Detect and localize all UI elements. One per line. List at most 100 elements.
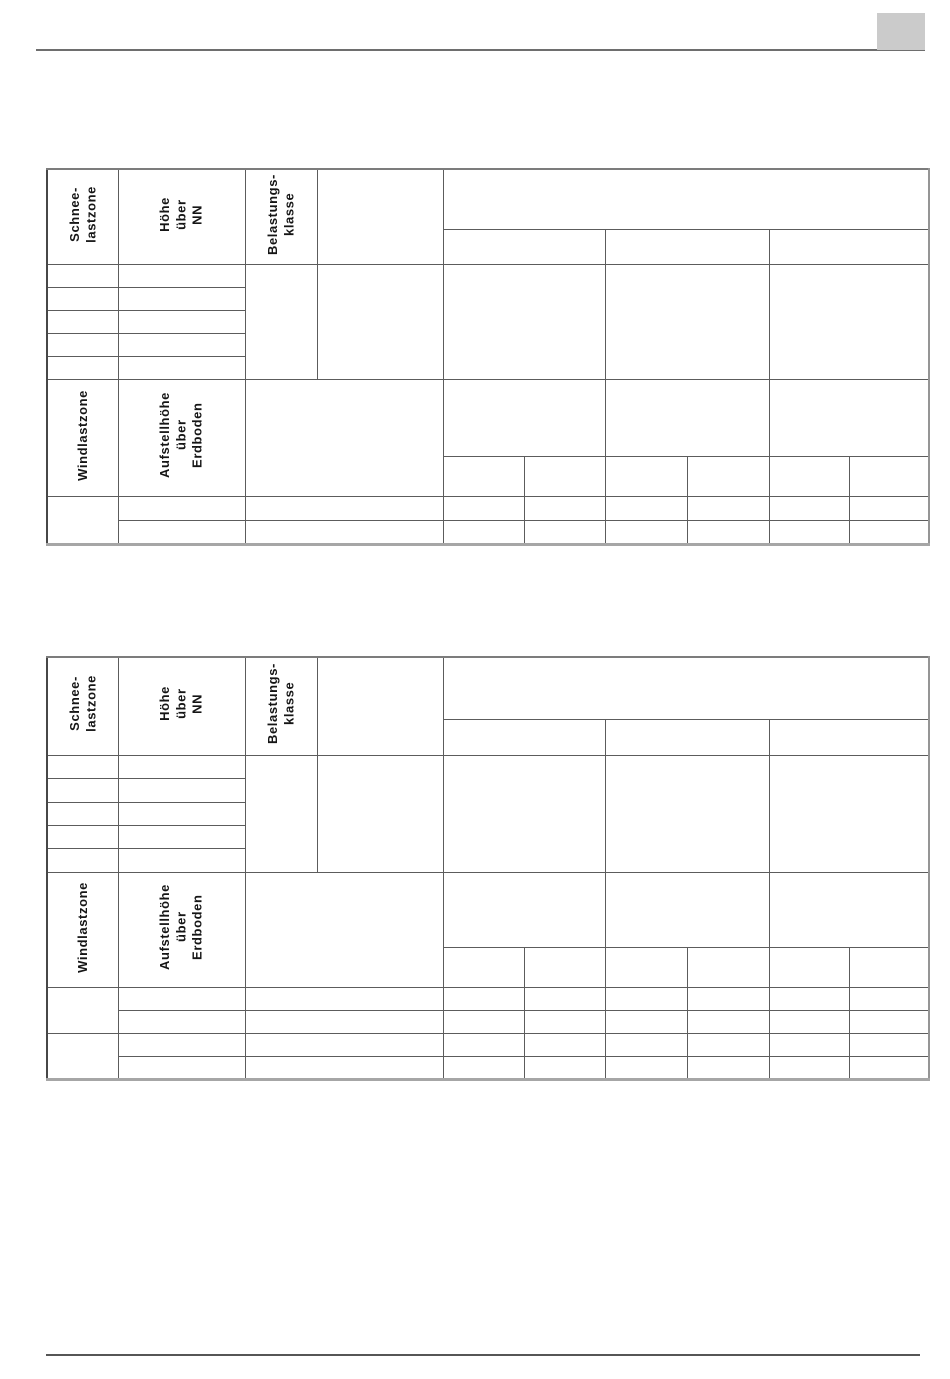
empty-cell <box>768 519 850 545</box>
empty-cell <box>848 1032 930 1057</box>
empty-cell <box>604 495 688 521</box>
table-row <box>47 946 930 988</box>
empty-cell <box>848 519 930 545</box>
empty-cell <box>244 519 444 545</box>
empty-cell <box>117 986 246 1011</box>
table-row <box>46 355 929 380</box>
wind-load-zone-label: Windlastzone <box>74 881 90 973</box>
empty-cell <box>768 986 850 1011</box>
empty-cell <box>117 754 246 779</box>
empty-cell <box>117 847 246 873</box>
empty-cell <box>46 847 119 873</box>
empty-cell <box>244 495 444 521</box>
empty-cell <box>117 263 246 288</box>
empty-cell <box>244 1032 444 1057</box>
empty-cell <box>244 871 444 988</box>
table-row <box>47 1009 930 1034</box>
table-row <box>46 824 929 849</box>
table-row: Schnee- lastzone Höhe über NN Belastungs… <box>46 656 930 756</box>
empty-cell <box>768 263 930 380</box>
empty-cell <box>768 1009 850 1034</box>
table-row <box>46 1032 930 1080</box>
table-row <box>46 309 929 334</box>
empty-cell <box>686 1009 770 1034</box>
empty-cell <box>117 495 246 521</box>
load-table-1: Schnee- lastzone Höhe über NN Belastungs… <box>46 168 930 546</box>
empty-cell <box>604 946 688 988</box>
empty-cell <box>604 263 770 380</box>
empty-cell <box>442 986 525 1011</box>
empty-cell <box>768 228 930 265</box>
empty-cell <box>117 1032 246 1057</box>
empty-cell <box>46 801 119 826</box>
empty-cell <box>768 754 930 873</box>
empty-cell <box>848 1055 930 1080</box>
empty-cell <box>442 1055 525 1080</box>
empty-cell <box>848 986 930 1011</box>
empty-cell <box>442 656 930 720</box>
empty-cell <box>117 801 246 826</box>
empty-cell <box>768 455 850 497</box>
table-row: Windlastzone Aufstellhöhe über Erdboden <box>46 378 930 497</box>
empty-cell <box>442 378 606 457</box>
table-row <box>46 495 930 545</box>
empty-cell <box>442 455 525 497</box>
empty-cell <box>117 332 246 357</box>
empty-cell <box>442 871 606 948</box>
empty-cell <box>768 378 930 457</box>
empty-cell <box>442 1032 525 1057</box>
load-class-label: Belastungs- klasse <box>264 663 296 745</box>
empty-cell <box>604 519 688 545</box>
chapter-marker-box <box>877 13 925 50</box>
empty-cell <box>523 1032 606 1057</box>
empty-cell <box>768 495 850 521</box>
empty-cell <box>686 455 770 497</box>
empty-cell <box>117 309 246 334</box>
empty-cell <box>686 986 770 1011</box>
empty-cell <box>604 1032 688 1057</box>
empty-cell <box>442 168 930 230</box>
table-row <box>47 519 930 545</box>
empty-cell <box>442 263 606 380</box>
table-row <box>46 263 930 380</box>
empty-cell <box>768 1032 850 1057</box>
empty-cell <box>768 946 850 988</box>
empty-cell <box>46 495 119 545</box>
load-table-2: Schnee- lastzone Höhe über NN Belastungs… <box>46 656 930 1081</box>
empty-cell <box>46 1032 119 1080</box>
height-above-sea-label: Höhe über NN <box>157 686 205 722</box>
empty-cell <box>46 986 119 1034</box>
empty-cell <box>686 1055 770 1080</box>
empty-cell <box>604 1055 688 1080</box>
empty-cell <box>768 1055 850 1080</box>
header-rule <box>36 49 925 51</box>
empty-cell <box>523 946 606 988</box>
table-row <box>47 1055 930 1080</box>
table-row: Windlastzone Aufstellhöhe über Erdboden <box>46 871 930 988</box>
empty-cell <box>442 519 525 545</box>
table-row: Schnee- lastzone Höhe über NN Belastungs… <box>46 168 930 265</box>
empty-cell <box>604 455 688 497</box>
empty-cell <box>442 946 525 988</box>
empty-cell <box>117 1055 246 1080</box>
empty-cell <box>244 986 444 1011</box>
header-cell-snow-load-zone: Schnee- lastzone <box>46 168 119 265</box>
empty-cell <box>46 754 119 779</box>
empty-cell <box>46 824 119 849</box>
header-cell-load-class: Belastungs- klasse <box>244 168 318 265</box>
empty-cell <box>848 1009 930 1034</box>
snow-load-zone-label: Schnee- lastzone <box>66 675 98 733</box>
empty-cell <box>442 1009 525 1034</box>
empty-cell <box>316 754 444 873</box>
snow-load-zone-label: Schnee- lastzone <box>66 185 98 243</box>
empty-cell <box>686 946 770 988</box>
empty-cell <box>604 718 770 756</box>
empty-cell <box>604 986 688 1011</box>
empty-cell <box>244 754 318 873</box>
height-above-sea-label: Höhe über NN <box>157 196 205 232</box>
header-cell-height-above-sea: Höhe über NN <box>117 656 246 756</box>
empty-cell <box>46 777 119 803</box>
empty-cell <box>117 355 246 380</box>
table-row <box>47 455 930 497</box>
